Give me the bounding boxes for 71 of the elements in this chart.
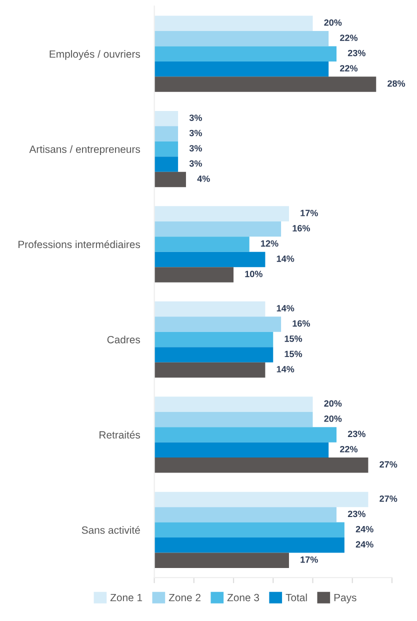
bar bbox=[154, 61, 329, 77]
data-label: 17% bbox=[300, 556, 318, 563]
bar bbox=[154, 427, 337, 442]
data-label: 10% bbox=[245, 270, 262, 278]
data-label: 16% bbox=[292, 225, 310, 232]
bar bbox=[154, 221, 282, 237]
bar bbox=[154, 267, 234, 282]
data-label: 22% bbox=[340, 446, 358, 452]
data-label: 14% bbox=[276, 366, 294, 372]
bar bbox=[154, 458, 368, 473]
bar bbox=[154, 362, 266, 378]
data-label: 15% bbox=[284, 350, 302, 358]
bar bbox=[154, 538, 344, 553]
bar bbox=[154, 46, 337, 62]
data-label: 3% bbox=[189, 130, 202, 136]
y-tick-label: Retraités bbox=[100, 430, 140, 439]
y-tick-label: Sans activité bbox=[82, 526, 140, 534]
bar bbox=[154, 30, 329, 46]
data-label: 22% bbox=[340, 34, 358, 41]
data-label: 23% bbox=[348, 430, 366, 438]
data-label: 20% bbox=[324, 19, 342, 26]
data-label: 24% bbox=[356, 526, 374, 532]
y-tick-label: Cadres bbox=[107, 336, 140, 344]
data-label: 28% bbox=[388, 80, 406, 87]
legend-label: Zone 2 bbox=[168, 594, 200, 602]
data-label: 27% bbox=[380, 461, 398, 468]
bar bbox=[154, 252, 266, 268]
bar bbox=[154, 332, 274, 348]
data-label: 20% bbox=[324, 400, 342, 407]
legend-label: Zone 3 bbox=[227, 594, 260, 602]
bar bbox=[154, 141, 178, 157]
bar bbox=[154, 507, 337, 522]
bar bbox=[154, 316, 282, 332]
bar bbox=[154, 16, 313, 31]
data-label: 17% bbox=[300, 210, 318, 216]
bar bbox=[154, 206, 289, 222]
bar bbox=[154, 396, 313, 412]
bar bbox=[154, 552, 289, 568]
data-label: 16% bbox=[292, 320, 310, 327]
y-tick-label: Professions intermédiaires bbox=[18, 240, 140, 248]
bar bbox=[154, 126, 178, 142]
legend-label: Total bbox=[286, 594, 307, 602]
bar bbox=[154, 156, 178, 172]
bar bbox=[154, 76, 376, 92]
y-tick-label: Artisans / entrepreneurs bbox=[29, 145, 140, 155]
bar bbox=[154, 301, 266, 317]
legend-label: Pays bbox=[334, 594, 356, 604]
bar bbox=[154, 412, 313, 428]
data-label: 27% bbox=[380, 495, 398, 502]
data-label: 3% bbox=[189, 114, 202, 122]
data-label: 3% bbox=[189, 160, 202, 167]
bar bbox=[154, 492, 368, 508]
bar bbox=[154, 236, 250, 252]
legend-label: Zone 1 bbox=[110, 594, 142, 602]
bar bbox=[154, 522, 344, 538]
data-label: 15% bbox=[284, 336, 302, 342]
data-label: 22% bbox=[340, 65, 358, 72]
data-label: 23% bbox=[348, 50, 366, 56]
bar bbox=[154, 172, 186, 188]
data-label: 4% bbox=[197, 176, 210, 182]
bar bbox=[154, 442, 329, 458]
data-label: 20% bbox=[324, 415, 342, 422]
data-label: 24% bbox=[356, 541, 374, 548]
data-label: 12% bbox=[261, 240, 278, 247]
data-label: 3% bbox=[189, 145, 202, 152]
y-tick-label: Employés / ouvriers bbox=[50, 50, 140, 60]
data-label: 14% bbox=[276, 256, 294, 262]
data-label: 23% bbox=[348, 510, 366, 518]
bar bbox=[154, 347, 274, 362]
bar bbox=[154, 110, 178, 126]
data-label: 14% bbox=[276, 305, 294, 312]
